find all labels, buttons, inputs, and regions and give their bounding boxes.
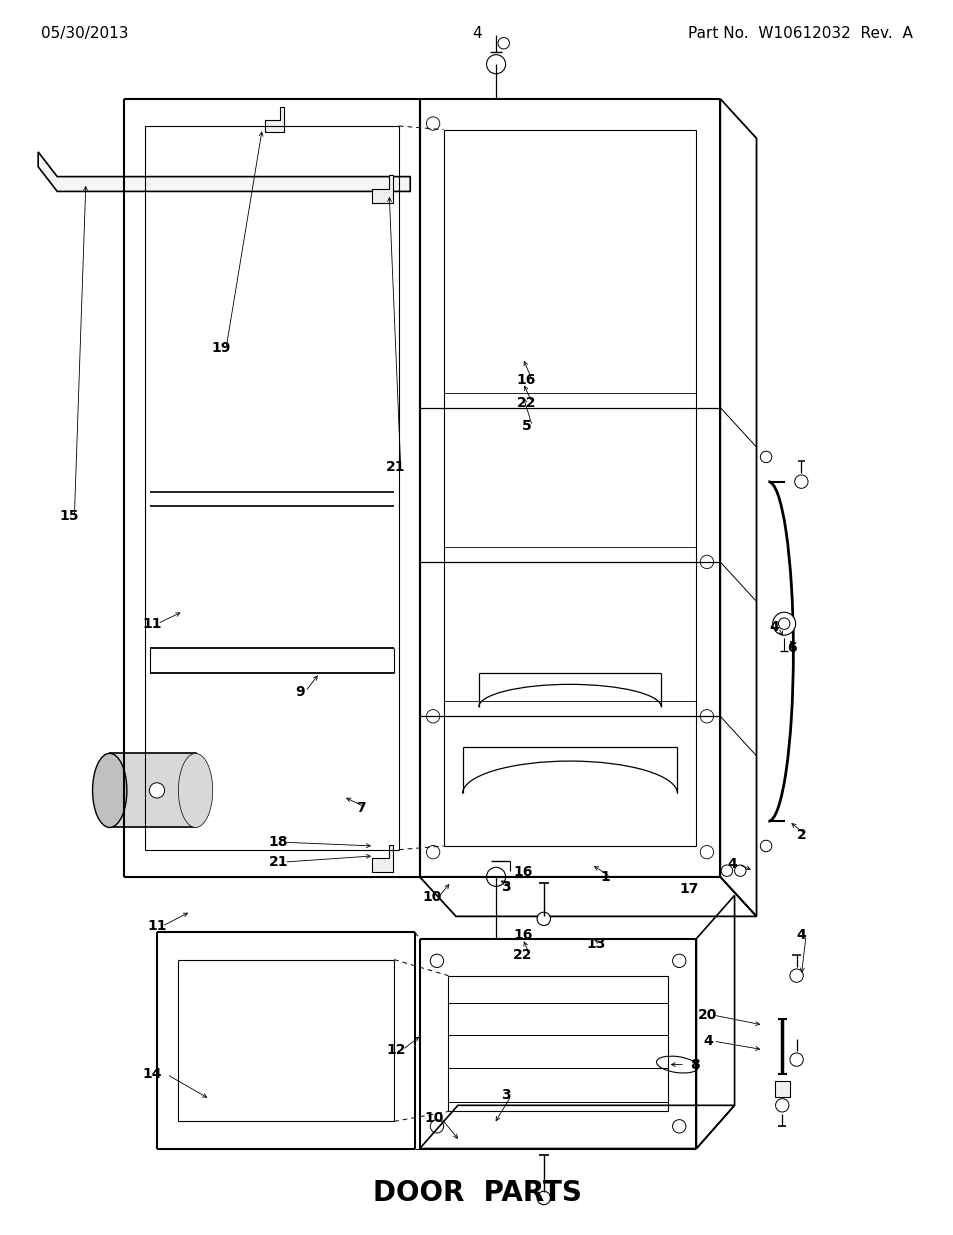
Polygon shape (372, 845, 393, 872)
Text: 22: 22 (517, 395, 536, 410)
Text: 17: 17 (679, 882, 698, 897)
Text: 2: 2 (796, 827, 805, 842)
Text: 18: 18 (269, 835, 288, 850)
Circle shape (775, 1099, 788, 1112)
Circle shape (497, 37, 509, 49)
Text: 14: 14 (143, 1067, 162, 1082)
Circle shape (486, 54, 505, 74)
Circle shape (772, 613, 795, 635)
Circle shape (700, 846, 713, 858)
Circle shape (426, 710, 439, 722)
Circle shape (430, 1120, 443, 1132)
Text: 6: 6 (786, 641, 796, 656)
Ellipse shape (656, 1056, 698, 1073)
Circle shape (672, 1120, 685, 1132)
Text: 7: 7 (355, 800, 365, 815)
Circle shape (778, 618, 789, 630)
Circle shape (672, 955, 685, 967)
Text: 4: 4 (796, 927, 805, 942)
Polygon shape (38, 152, 410, 191)
Text: 15: 15 (59, 509, 78, 524)
Polygon shape (265, 107, 284, 132)
Text: 19: 19 (212, 341, 231, 356)
Text: 16: 16 (513, 864, 532, 879)
Circle shape (430, 955, 443, 967)
Circle shape (426, 117, 439, 130)
Text: 3: 3 (500, 879, 510, 894)
Text: 12: 12 (386, 1042, 405, 1057)
Text: 4: 4 (472, 26, 481, 41)
Circle shape (789, 1053, 802, 1066)
Text: 16: 16 (517, 373, 536, 388)
Ellipse shape (92, 753, 127, 827)
Text: 9: 9 (295, 684, 305, 699)
Text: 13: 13 (586, 936, 605, 951)
Text: DOOR  PARTS: DOOR PARTS (373, 1179, 580, 1207)
Text: 8: 8 (689, 1057, 699, 1072)
Circle shape (789, 969, 802, 982)
Circle shape (537, 913, 550, 925)
Text: 20: 20 (698, 1008, 717, 1023)
Text: 21: 21 (269, 855, 288, 869)
Text: 4: 4 (702, 1034, 712, 1049)
Bar (110, 753, 195, 827)
Polygon shape (372, 175, 393, 203)
Text: 4: 4 (769, 620, 779, 635)
Circle shape (537, 1192, 550, 1204)
Text: 4: 4 (727, 857, 737, 872)
Text: 10: 10 (422, 889, 441, 904)
Circle shape (486, 867, 505, 887)
Circle shape (426, 846, 439, 858)
Polygon shape (774, 1081, 789, 1097)
Circle shape (760, 451, 771, 463)
Text: 5: 5 (521, 419, 531, 433)
Circle shape (720, 864, 732, 877)
Text: 21: 21 (386, 459, 405, 474)
Text: Part No.  W10612032  Rev.  A: Part No. W10612032 Rev. A (687, 26, 912, 41)
Text: 3: 3 (500, 1088, 510, 1103)
Text: 16: 16 (513, 927, 532, 942)
Circle shape (760, 840, 771, 852)
Text: 05/30/2013: 05/30/2013 (41, 26, 129, 41)
Circle shape (149, 783, 165, 798)
Ellipse shape (178, 753, 213, 827)
Circle shape (734, 864, 745, 877)
Circle shape (794, 475, 807, 488)
Text: 10: 10 (424, 1110, 443, 1125)
Text: 1: 1 (600, 869, 610, 884)
Text: 11: 11 (148, 919, 167, 934)
Text: 11: 11 (143, 616, 162, 631)
Circle shape (700, 556, 713, 568)
Text: 22: 22 (513, 947, 532, 962)
Circle shape (700, 710, 713, 722)
